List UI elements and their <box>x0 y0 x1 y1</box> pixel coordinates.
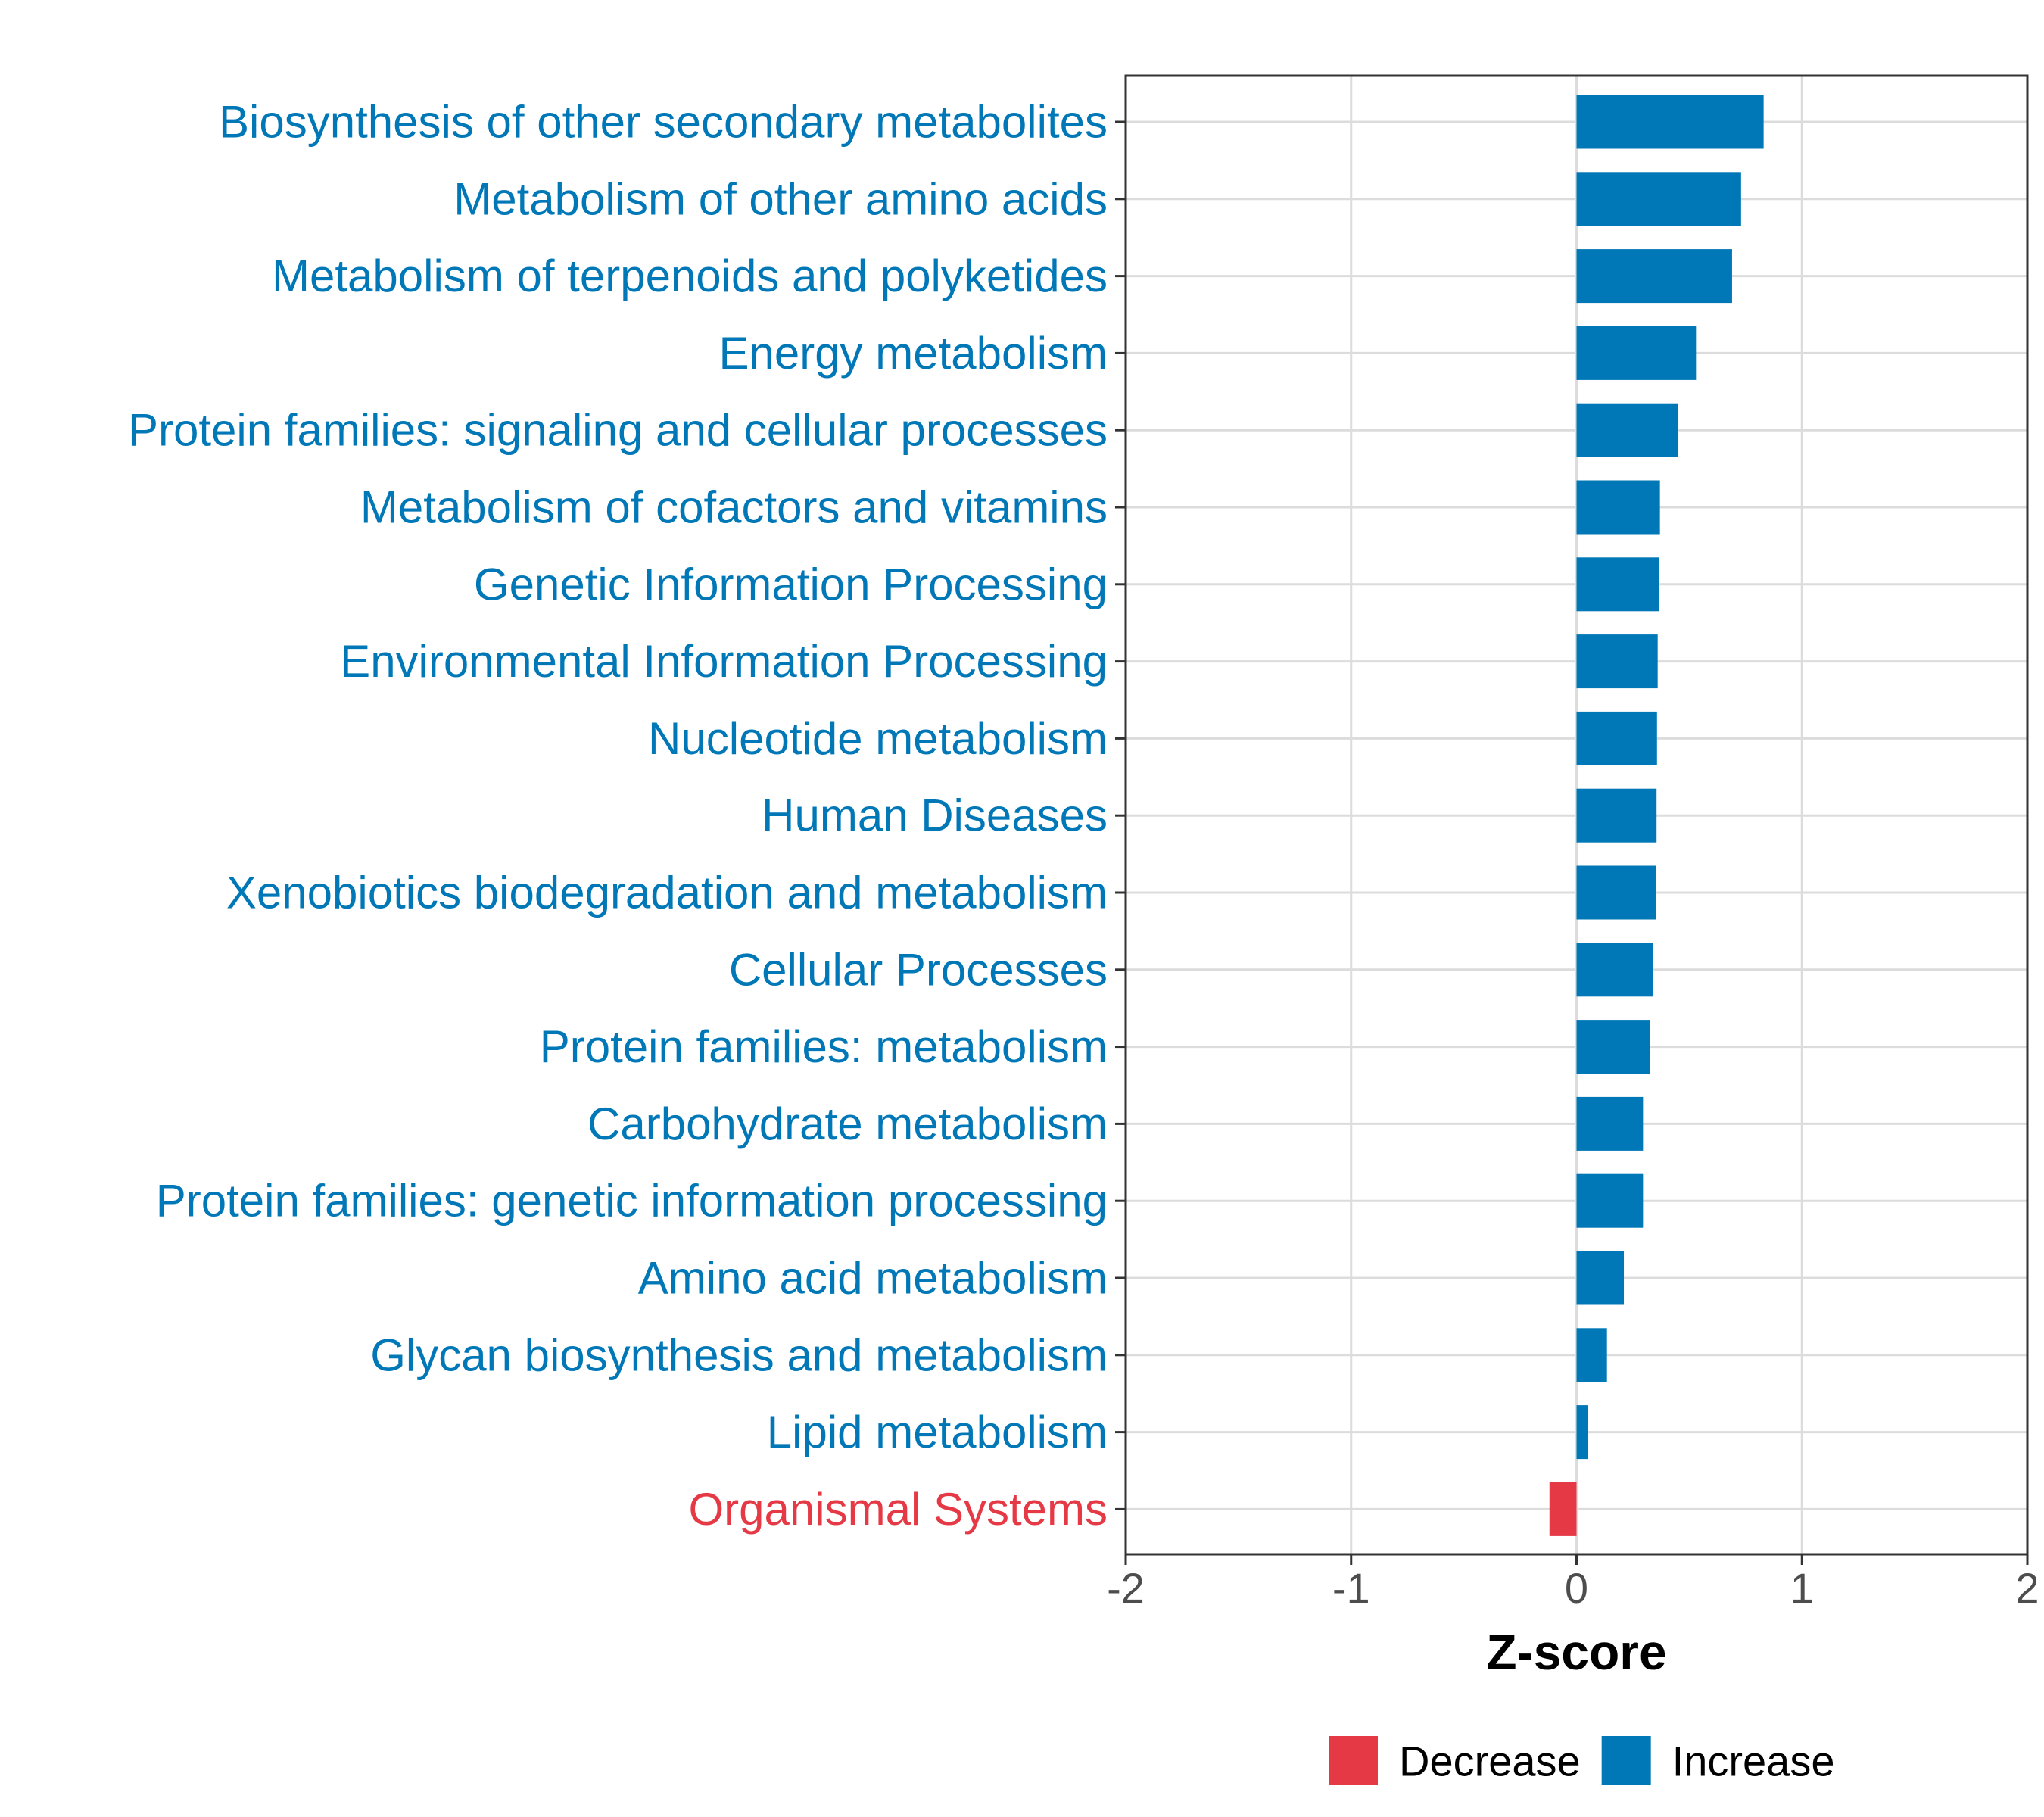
legend: Decrease Increase <box>1329 1736 1834 1785</box>
category-label: Lipid metabolism <box>767 1407 1108 1457</box>
category-label: Biosynthesis of other secondary metaboli… <box>219 97 1108 148</box>
bar-nucleotide-metabolism <box>1576 711 1657 765</box>
legend-label-increase: Increase <box>1672 1738 1835 1785</box>
x-axis-ticks: -2 -1 0 1 2 <box>1107 1554 2039 1612</box>
bar-glycan-biosynthesis-and-metabolism <box>1576 1328 1607 1382</box>
x-axis-title: Z-score <box>1486 1624 1666 1680</box>
category-label: Carbohydrate metabolism <box>587 1099 1108 1149</box>
bar-metabolism-of-terpenoids-and-polyketides <box>1576 249 1732 304</box>
category-label: Energy metabolism <box>718 328 1108 379</box>
bar-protein-families-signaling-and-cellular-processes <box>1576 403 1678 457</box>
bar-cellular-processes <box>1576 943 1653 997</box>
legend-swatch-decrease <box>1329 1736 1378 1785</box>
category-label: Metabolism of cofactors and vitamins <box>360 482 1108 533</box>
bar-protein-families-genetic-information-processing <box>1576 1173 1644 1228</box>
x-tick-label: 2 <box>2015 1564 2039 1612</box>
legend-label-decrease: Decrease <box>1399 1738 1581 1785</box>
bar-lipid-metabolism <box>1576 1405 1588 1460</box>
bar-metabolism-of-cofactors-and-vitamins <box>1576 480 1660 535</box>
category-label: Protein families: signaling and cellular… <box>128 405 1108 456</box>
bar-xenobiotics-biodegradation-and-metabolism <box>1576 865 1656 920</box>
category-label: Xenobiotics biodegradation and metabolis… <box>226 868 1108 918</box>
bar-amino-acid-metabolism <box>1576 1251 1625 1305</box>
category-label: Human Diseases <box>762 790 1108 841</box>
category-label: Nucleotide metabolism <box>648 713 1108 764</box>
category-labels: Biosynthesis of other secondary metaboli… <box>128 97 1108 1535</box>
category-label: Metabolism of other amino acids <box>453 173 1108 224</box>
category-label: Organismal Systems <box>689 1484 1108 1535</box>
bar-human-diseases <box>1576 788 1657 843</box>
bar-protein-families-metabolism <box>1576 1020 1650 1074</box>
category-label: Protein families: metabolism <box>540 1021 1108 1072</box>
y-axis-ticks <box>1115 120 1126 1510</box>
bar-carbohydrate-metabolism <box>1576 1096 1644 1151</box>
category-label: Environmental Information Processing <box>340 636 1108 687</box>
category-label: Amino acid metabolism <box>638 1253 1108 1304</box>
x-tick-label: -1 <box>1332 1564 1370 1612</box>
category-label: Metabolism of terpenoids and polyketides <box>272 251 1108 301</box>
x-tick-label: 0 <box>1565 1564 1588 1612</box>
bar-environmental-information-processing <box>1576 634 1658 689</box>
x-tick-label: -2 <box>1107 1564 1145 1612</box>
bars <box>1549 95 1764 1536</box>
bar-genetic-information-processing <box>1576 557 1659 612</box>
category-label: Glycan biosynthesis and metabolism <box>370 1329 1108 1380</box>
bar-organismal-systems <box>1549 1482 1577 1536</box>
category-label: Genetic Information Processing <box>474 559 1108 609</box>
legend-swatch-increase <box>1601 1736 1651 1785</box>
bar-metabolism-of-other-amino-acids <box>1576 172 1741 226</box>
bar-energy-metabolism <box>1576 326 1697 380</box>
x-tick-label: 1 <box>1790 1564 1814 1612</box>
category-label: Cellular Processes <box>729 944 1108 995</box>
category-label: Protein families: genetic information pr… <box>156 1176 1108 1226</box>
bar-biosynthesis-of-other-secondary-metabolites <box>1576 95 1764 149</box>
